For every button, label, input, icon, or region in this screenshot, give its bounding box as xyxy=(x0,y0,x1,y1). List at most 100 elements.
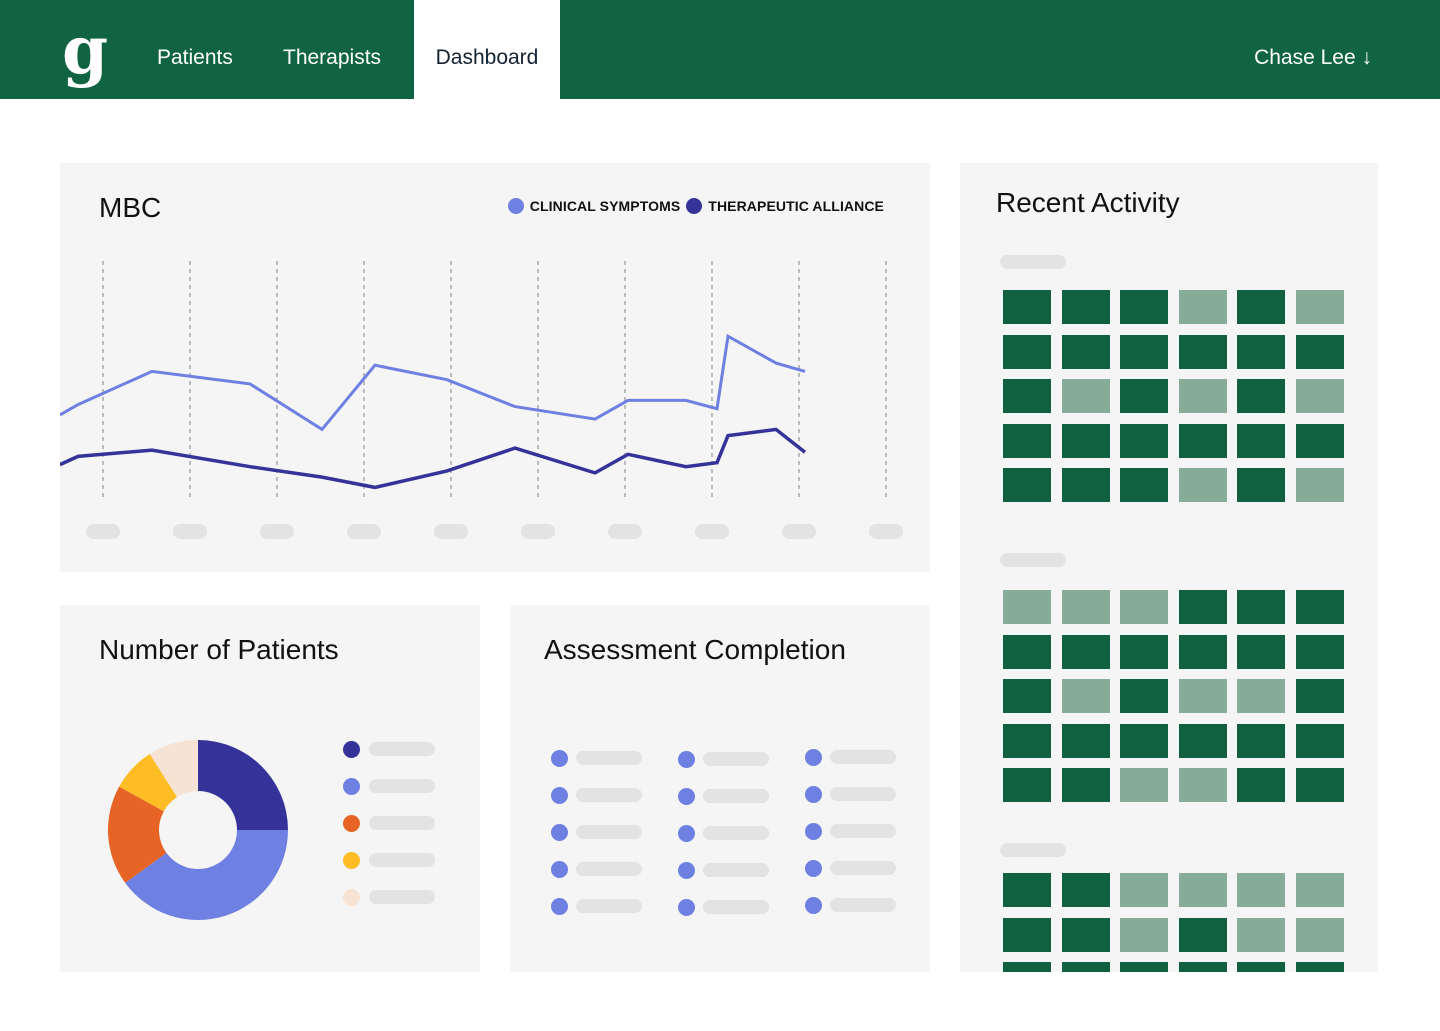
donut-slice xyxy=(119,754,178,812)
logo[interactable]: g xyxy=(62,11,109,89)
assessment-dot-icon xyxy=(678,751,695,768)
activity-cell xyxy=(1295,723,1344,758)
activity-cell xyxy=(1237,379,1285,413)
mbc-x-tick-placeholder xyxy=(434,524,468,539)
assessment-dot-icon xyxy=(551,824,568,841)
assessment-dot-icon xyxy=(805,823,822,840)
series-line-clinical-symptoms xyxy=(60,333,806,432)
activity-cell xyxy=(1061,873,1110,907)
assessment-dot-icon xyxy=(551,787,568,804)
activity-cell xyxy=(1295,679,1344,713)
activity-cell xyxy=(1178,334,1227,369)
mbc-x-tick-placeholder xyxy=(173,524,207,539)
activity-cell xyxy=(1178,679,1227,713)
activity-cell xyxy=(1295,379,1344,413)
activity-cell xyxy=(1003,634,1051,669)
assessment-dot-icon xyxy=(551,898,568,915)
assessment-label-placeholder xyxy=(830,787,896,801)
legend-dot-icon xyxy=(343,815,360,832)
activity-cell xyxy=(1061,468,1110,502)
patients-card: Number of Patients xyxy=(60,605,480,972)
activity-cell xyxy=(1003,768,1051,802)
assessment-label-placeholder xyxy=(703,752,769,766)
activity-cell xyxy=(1178,768,1227,802)
activity-cell xyxy=(1061,290,1110,324)
activity-group-label-placeholder xyxy=(1000,553,1066,567)
activity-cell xyxy=(1178,468,1227,502)
activity-cell xyxy=(1237,423,1285,458)
activity-cell xyxy=(1120,423,1168,458)
activity-cell xyxy=(1237,723,1285,758)
activity-cell xyxy=(1178,379,1227,413)
mbc-x-tick-placeholder xyxy=(869,524,903,539)
assessment-dot-icon xyxy=(678,862,695,879)
activity-cell xyxy=(1120,468,1168,502)
activity-cell xyxy=(1178,873,1227,907)
legend-label-therapeutic-alliance: THERAPEUTIC ALLIANCE xyxy=(708,198,884,214)
activity-cell xyxy=(1295,768,1344,802)
donut-slice xyxy=(125,830,288,920)
activity-cell xyxy=(1061,723,1110,758)
activity-cell xyxy=(1295,962,1344,972)
activity-cell xyxy=(1295,334,1344,369)
legend-label-placeholder xyxy=(369,890,435,904)
assessment-dot-icon xyxy=(805,860,822,877)
activity-cell xyxy=(1003,962,1051,972)
assessment-label-placeholder xyxy=(830,824,896,838)
user-menu[interactable]: Chase Lee ↓ xyxy=(1254,46,1372,69)
activity-group-label-placeholder xyxy=(1000,255,1066,269)
mbc-x-tick-placeholder xyxy=(521,524,555,539)
activity-cell xyxy=(1237,679,1285,713)
nav-tab-dashboard[interactable]: Dashboard xyxy=(414,0,560,99)
assessment-label-placeholder xyxy=(830,898,896,912)
activity-cell xyxy=(1120,334,1168,369)
activity-cell xyxy=(1003,590,1051,624)
top-nav-bar: g Patients Therapists Dashboard Chase Le… xyxy=(0,0,1440,99)
legend-label-placeholder xyxy=(369,742,435,756)
legend-dot-icon xyxy=(343,889,360,906)
activity-cell xyxy=(1003,379,1051,413)
activity-cell xyxy=(1061,962,1110,972)
assessment-title: Assessment Completion xyxy=(544,634,846,665)
assessment-label-placeholder xyxy=(830,861,896,875)
mbc-legend: CLINICAL SYMPTOMS THERAPEUTIC ALLIANCE xyxy=(502,198,884,214)
assessment-dot-icon xyxy=(805,786,822,803)
assessment-label-placeholder xyxy=(576,825,642,839)
nav-tab-dashboard-label: Dashboard xyxy=(435,46,539,69)
recent-activity-title: Recent Activity xyxy=(996,187,1180,218)
mbc-x-tick-placeholder xyxy=(608,524,642,539)
activity-cell xyxy=(1295,917,1344,952)
mbc-x-tick-placeholder xyxy=(86,524,120,539)
activity-cell xyxy=(1295,290,1344,324)
activity-cell xyxy=(1061,679,1110,713)
activity-cell xyxy=(1120,590,1168,624)
assessment-label-placeholder xyxy=(576,751,642,765)
activity-cell xyxy=(1237,768,1285,802)
mbc-x-tick-placeholder xyxy=(260,524,294,539)
assessment-label-placeholder xyxy=(703,789,769,803)
series-line-therapeutic-alliance xyxy=(60,427,807,490)
activity-cell xyxy=(1178,423,1227,458)
activity-cell xyxy=(1178,917,1227,952)
nav-tab-patients[interactable]: Patients xyxy=(157,46,233,69)
activity-cell xyxy=(1120,290,1168,324)
activity-cell xyxy=(1061,768,1110,802)
nav-tab-therapists[interactable]: Therapists xyxy=(283,46,382,69)
assessment-label-placeholder xyxy=(703,826,769,840)
mbc-title: MBC xyxy=(99,192,162,223)
activity-cell xyxy=(1120,962,1168,972)
activity-cell xyxy=(1237,290,1285,324)
assessment-label-placeholder xyxy=(576,899,642,913)
mbc-x-tick-placeholder xyxy=(695,524,729,539)
legend-item-therapeutic-alliance: THERAPEUTIC ALLIANCE xyxy=(686,198,884,214)
activity-cell xyxy=(1003,873,1051,907)
assessment-dot-icon xyxy=(551,750,568,767)
activity-cell xyxy=(1120,379,1168,413)
assessment-dot-icon xyxy=(678,825,695,842)
mbc-line-chart xyxy=(60,261,903,539)
legend-dot-icon xyxy=(343,778,360,795)
legend-dot-icon xyxy=(343,741,360,758)
legend-item-clinical-symptoms: CLINICAL SYMPTOMS xyxy=(507,198,681,214)
activity-cell xyxy=(1178,590,1227,624)
activity-cell xyxy=(1061,634,1110,669)
